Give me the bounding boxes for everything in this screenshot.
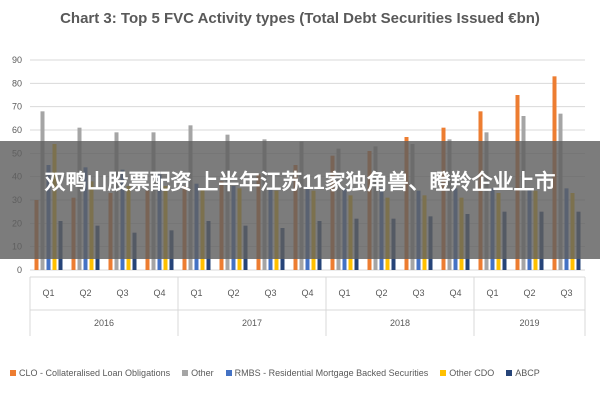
chart-legend: CLO - Collateralised Loan Obligations Oth… bbox=[10, 364, 595, 382]
legend-item: ABCP bbox=[506, 368, 540, 378]
year-label: 2019 bbox=[519, 318, 539, 328]
y-tick-label: 90 bbox=[12, 55, 22, 65]
y-tick-label: 80 bbox=[12, 78, 22, 88]
x-tick-label: Q2 bbox=[523, 288, 535, 298]
x-tick-label: Q2 bbox=[375, 288, 387, 298]
x-tick-label: Q1 bbox=[486, 288, 498, 298]
x-tick-label: Q3 bbox=[264, 288, 276, 298]
year-label: 2016 bbox=[94, 318, 114, 328]
y-tick-label: 70 bbox=[12, 102, 22, 112]
banner-overlay[interactable]: 双鸭山股票配资 上半年江苏11家独角兽、瞪羚企业上市 bbox=[0, 141, 600, 259]
chart-title: Chart 3: Top 5 FVC Activity types (Total… bbox=[60, 10, 540, 27]
x-tick-label: Q3 bbox=[116, 288, 128, 298]
legend-item: Other bbox=[182, 368, 214, 378]
legend-swatch bbox=[225, 370, 232, 376]
x-tick-label: Q1 bbox=[190, 288, 202, 298]
legend-item: CLO - Collateralised Loan Obligations bbox=[10, 368, 170, 378]
x-tick-label: Q4 bbox=[449, 288, 461, 298]
y-tick-label: 0 bbox=[17, 265, 22, 275]
legend-item: RMBS - Residential Mortgage Backed Secur… bbox=[225, 368, 429, 378]
legend-label: RMBS - Residential Mortgage Backed Secur… bbox=[234, 368, 429, 378]
year-label: 2018 bbox=[390, 318, 410, 328]
x-tick-label: Q2 bbox=[79, 288, 91, 298]
legend-swatch bbox=[10, 370, 16, 376]
legend-label: Other bbox=[191, 368, 214, 378]
x-axis-categories: Q1 Q2 Q3 Q4 Q1 Q2 Q3 Q4 Q1 Q2 Q3 Q4 Q1 Q2 Q3 bbox=[30, 276, 585, 298]
legend-swatch bbox=[182, 370, 189, 376]
x-tick-label: Q4 bbox=[301, 288, 313, 298]
x-tick-label: Q1 bbox=[42, 288, 54, 298]
legend-item: Other CDO bbox=[440, 368, 494, 378]
year-label: 2017 bbox=[242, 318, 262, 328]
x-tick-label: Q1 bbox=[338, 288, 350, 298]
x-tick-label: Q3 bbox=[412, 288, 424, 298]
legend-label: ABCP bbox=[515, 368, 540, 378]
legend-label: Other CDO bbox=[449, 368, 495, 378]
x-tick-label: Q3 bbox=[560, 288, 572, 298]
legend-swatch bbox=[506, 370, 513, 376]
y-tick-label: 60 bbox=[12, 125, 22, 135]
x-tick-label: Q4 bbox=[153, 288, 165, 298]
legend-swatch bbox=[440, 370, 447, 376]
legend-label: CLO - Collateralised Loan Obligations bbox=[19, 368, 171, 378]
x-tick-label: Q2 bbox=[227, 288, 239, 298]
x-axis-years: 2016 2017 2018 2019 bbox=[29, 277, 586, 336]
banner-text: 双鸭山股票配资 上半年江苏11家独角兽、瞪羚企业上市 bbox=[44, 171, 556, 194]
